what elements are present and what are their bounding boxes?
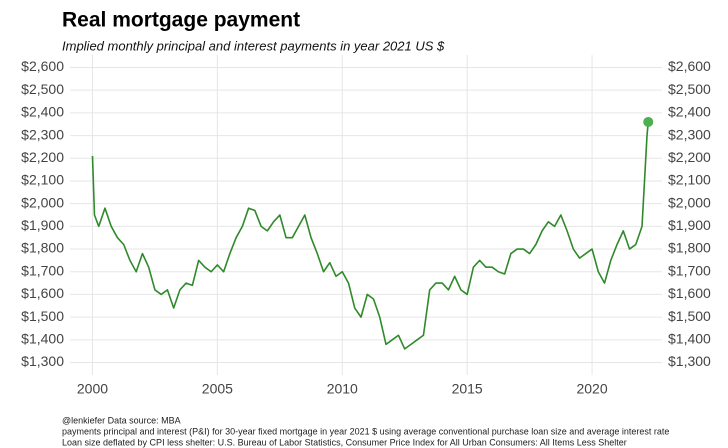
x-tick-label: 2010: [327, 381, 358, 397]
y2-tick-label: $2,300: [668, 126, 711, 142]
y2-tick-label: $2,600: [668, 58, 711, 74]
y-tick-label: $2,200: [21, 149, 64, 165]
y2-tick-label: $2,500: [668, 81, 711, 97]
y2-tick-label: $1,500: [668, 308, 711, 324]
y-tick-label: $1,600: [21, 285, 64, 301]
y-tick-label: $2,000: [21, 194, 64, 210]
y2-tick-label: $1,800: [668, 240, 711, 256]
y2-tick-label: $2,400: [668, 104, 711, 120]
line: [91, 121, 650, 350]
y2-tick-label: $2,200: [668, 149, 711, 165]
y2-tick-label: $1,900: [668, 217, 711, 233]
chart-subtitle: Implied monthly principal and interest p…: [62, 38, 445, 53]
end-marker: [643, 116, 654, 127]
y2-tick-label: $2,000: [668, 194, 711, 210]
y-tick-label: $1,900: [21, 217, 64, 233]
y-tick-label: $1,700: [21, 262, 64, 278]
footnote: payments principal and interest (P&I) fo…: [62, 426, 669, 436]
x-tick-label: 2000: [77, 381, 108, 397]
y2-tick-label: $1,600: [668, 285, 711, 301]
chart-title: Real mortgage payment: [62, 9, 300, 32]
y-tick-label: $1,400: [21, 331, 64, 347]
y-tick-label: $2,500: [21, 81, 64, 97]
footnote: Loan size deflated by CPI less shelter: …: [62, 437, 627, 447]
y-tick-label: $1,800: [21, 240, 64, 256]
x-tick-label: 2020: [576, 381, 607, 397]
y2-tick-label: $1,400: [668, 331, 711, 347]
y2-tick-label: $1,300: [668, 353, 711, 369]
footnote: @lenkiefer Data source: MBA: [62, 415, 181, 425]
x-tick-label: 2015: [452, 381, 483, 397]
x-tick-label: 2005: [202, 381, 233, 397]
y-tick-label: $2,100: [21, 172, 64, 188]
y-tick-label: $1,300: [21, 353, 64, 369]
y-tick-label: $2,300: [21, 126, 64, 142]
y-tick-label: $1,500: [21, 308, 64, 324]
y-tick-label: $2,600: [21, 58, 64, 74]
y2-tick-label: $1,700: [668, 262, 711, 278]
y-tick-label: $2,400: [21, 104, 64, 120]
y2-tick-label: $2,100: [668, 172, 711, 188]
